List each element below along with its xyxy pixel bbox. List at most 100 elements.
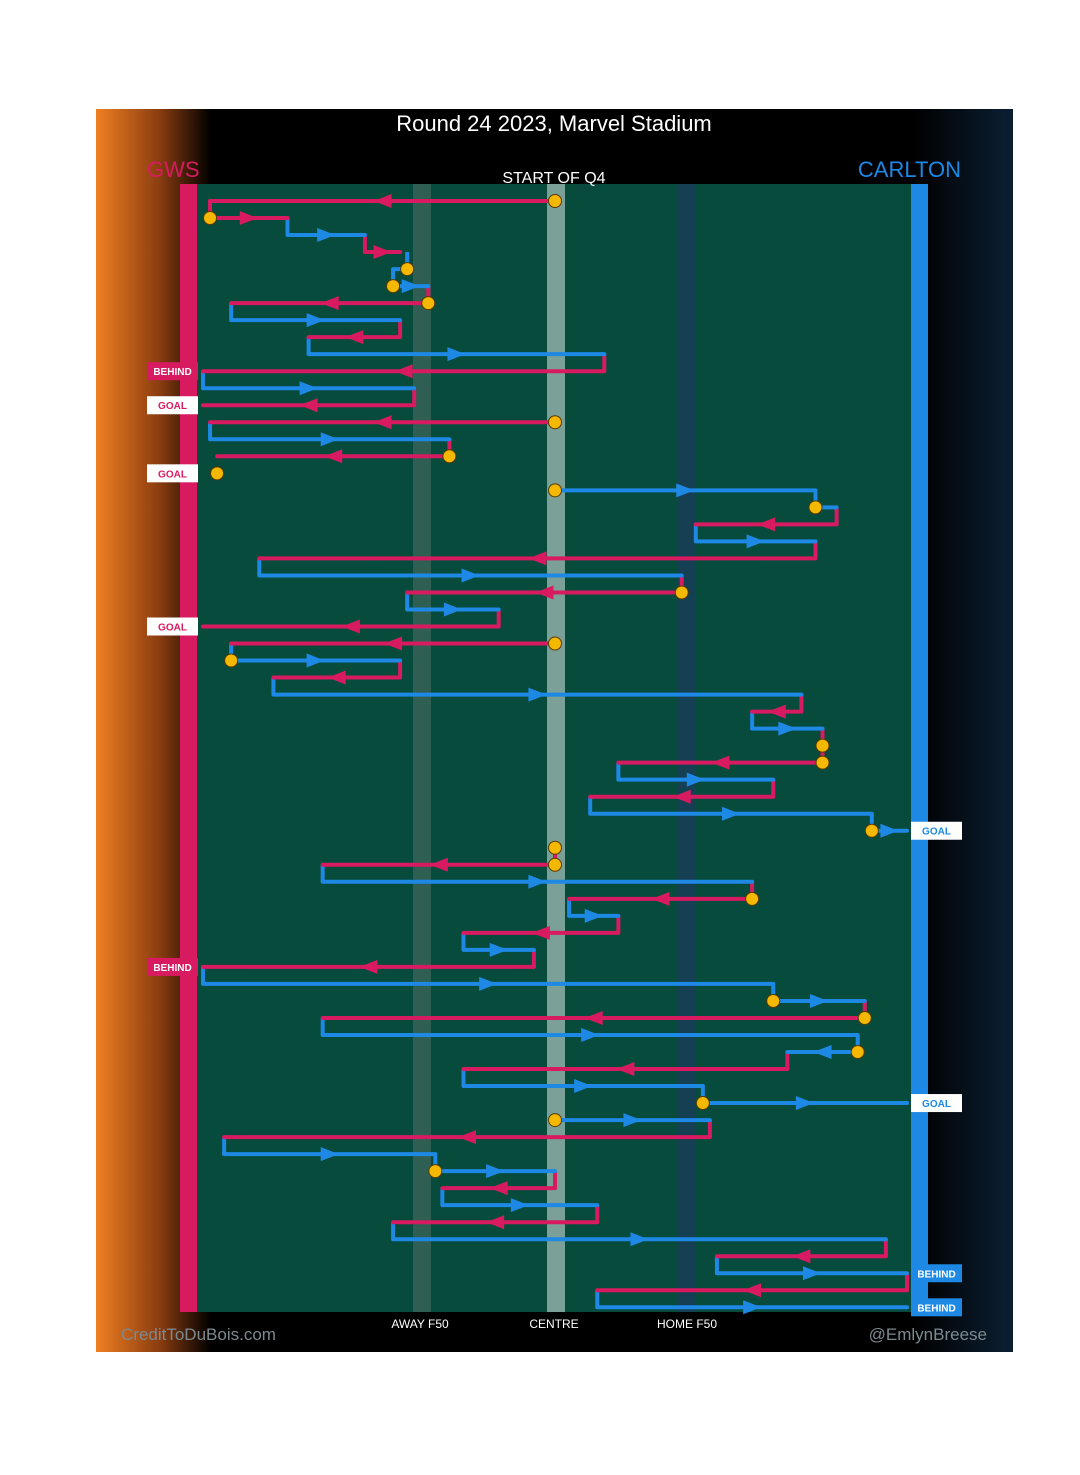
- score-label: GOAL: [158, 623, 187, 634]
- score-badge-carlton: [911, 821, 962, 840]
- score-label: BEHIND: [917, 1269, 955, 1280]
- flow-arrow-carlton: [489, 942, 508, 957]
- turnover-marker: [850, 1045, 865, 1059]
- credit-left: CreditToDuBois.com: [121, 1325, 276, 1344]
- flow-arrow-carlton: [584, 908, 603, 923]
- flow-arrow-gws: [299, 398, 318, 413]
- flow-arrow-carlton: [401, 279, 420, 294]
- flow-arrow-gws: [767, 704, 786, 719]
- quarter-subtitle: START OF Q4: [502, 170, 605, 187]
- flow-arrow-gws: [757, 517, 776, 532]
- flow-arrow-gws: [458, 1130, 476, 1145]
- flow-arrow-carlton: [623, 1113, 642, 1128]
- flow-arrow-carlton: [802, 1266, 821, 1281]
- turnover-marker: [548, 840, 562, 855]
- flow-arrow-carlton: [813, 1045, 832, 1059]
- flow-arrow-gws: [345, 330, 364, 345]
- flow-arrow-gws: [320, 296, 339, 311]
- home-team-name: GWS: [147, 157, 200, 182]
- flow-arrow-gws: [651, 891, 670, 906]
- flow-arrow-gws: [373, 415, 392, 430]
- flow-arrow-carlton: [443, 602, 462, 617]
- flow-arrow-carlton: [306, 653, 325, 668]
- score-badge-gws: [147, 464, 198, 483]
- turnover-marker: [745, 891, 760, 906]
- flow-arrow-carlton: [746, 534, 765, 549]
- score-label: GOAL: [922, 827, 951, 838]
- flow-arrow-gws: [711, 755, 730, 770]
- gws-goal-bar: [180, 184, 197, 1312]
- score-badge-carlton: [911, 1094, 962, 1113]
- turnover-marker: [674, 585, 689, 600]
- flow-arrow-gws: [486, 1215, 505, 1230]
- score-label: BEHIND: [153, 367, 191, 378]
- flow-arrow-gws: [531, 925, 550, 940]
- score-badge-carlton: [911, 1298, 962, 1317]
- flow-arrow-gws: [535, 585, 554, 600]
- turnover-marker: [421, 296, 436, 311]
- flow-arrow-carlton: [574, 1079, 593, 1094]
- turnover-marker: [210, 466, 225, 481]
- score-badge-gws: [147, 617, 198, 636]
- score-badge-carlton: [911, 1264, 962, 1283]
- flow-arrow-gws: [373, 194, 392, 208]
- flow-arrow-carlton: [320, 432, 339, 447]
- turnover-marker: [766, 993, 781, 1008]
- flow-arrow-carlton: [317, 228, 336, 243]
- score-label: GOAL: [922, 1099, 951, 1110]
- flow-layer: [201, 194, 909, 1315]
- credit-right: @EmlynBreese: [869, 1325, 987, 1344]
- flow-arrow-carlton: [778, 721, 797, 736]
- axis-label-away-f50: AWAY F50: [391, 1317, 449, 1331]
- flow-arrow-gws: [324, 449, 343, 464]
- flow-arrow-carlton: [686, 772, 705, 787]
- flow-arrow-carlton: [795, 1096, 814, 1111]
- turnover-marker: [386, 279, 401, 294]
- flow-arrow-gws: [373, 245, 392, 260]
- flow-arrow-gws: [341, 619, 360, 634]
- score-label: GOAL: [158, 401, 187, 412]
- flow-arrow-gws: [429, 857, 448, 872]
- carlton-goal-bar: [911, 184, 928, 1312]
- flow-arrow-carlton: [299, 381, 318, 396]
- flow-arrow-gws: [792, 1249, 811, 1264]
- flow-arrow-carlton: [581, 1027, 600, 1042]
- flow-arrow-gws: [327, 670, 346, 685]
- chart-title: Round 24 2023, Marvel Stadium: [396, 111, 712, 136]
- turnover-marker: [548, 857, 562, 872]
- flow-arrow-carlton: [880, 823, 899, 838]
- carlton-end-gradient: [913, 109, 1013, 1352]
- turnover-marker: [815, 755, 830, 770]
- flow-arrow-gws: [239, 211, 258, 226]
- flow-arrow-carlton: [528, 874, 547, 889]
- away-f50-line: [413, 184, 431, 1312]
- score-label: GOAL: [158, 469, 187, 480]
- flow-arrow-carlton: [479, 976, 498, 991]
- turnover-marker: [548, 415, 562, 430]
- turnover-marker: [400, 262, 415, 277]
- flow-arrow-gws: [359, 959, 378, 974]
- flow-arrow-carlton: [528, 687, 547, 702]
- flow-arrow-carlton: [320, 1147, 339, 1162]
- flow-arrow-carlton: [810, 993, 828, 1008]
- flow-arrow-gws: [394, 364, 413, 379]
- score-layer: BEHIND GOAL GOAL GOAL GOAL BEHIND GOAL BEHIND BE…: [147, 362, 962, 1317]
- flow-arrow-carlton: [461, 568, 480, 583]
- turnover-marker: [808, 500, 823, 515]
- score-label: BEHIND: [153, 963, 191, 974]
- home-f50-line: [677, 184, 695, 1312]
- flow-arrow-carlton: [743, 1300, 762, 1315]
- flow-arrow-gws: [672, 789, 691, 804]
- score-badge-gws: [147, 957, 198, 976]
- flow-arrow-gws: [584, 1010, 603, 1025]
- flow-arrow-carlton: [306, 313, 325, 328]
- turnover-marker: [224, 653, 239, 668]
- centre-line: [547, 184, 565, 1312]
- flow-arrow-carlton: [630, 1232, 649, 1247]
- turnover-marker: [695, 1096, 710, 1111]
- turnover-marker: [857, 1010, 872, 1025]
- turnover-marker: [548, 1113, 562, 1128]
- flow-arrow-gws: [489, 1181, 508, 1196]
- score-badge-gws: [147, 396, 198, 415]
